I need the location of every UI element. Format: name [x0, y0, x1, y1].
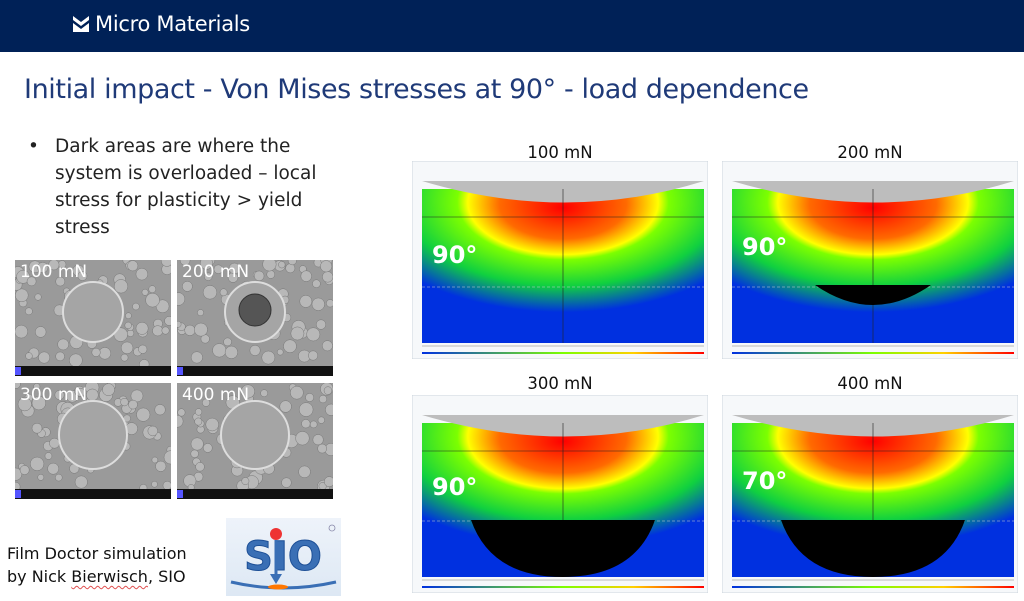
- angle-label: 90°: [742, 233, 788, 261]
- colorbar: [732, 586, 1014, 588]
- credit-name: Bierwisch: [71, 567, 148, 586]
- sem-image-200mn: 200 mN: [177, 260, 333, 376]
- sim-title-100mn: 100 mN: [527, 143, 593, 162]
- sem-label: 400 mN: [182, 385, 250, 405]
- sem-label: 300 mN: [20, 385, 88, 405]
- sem-image-300mn: 300 mN: [15, 383, 171, 499]
- credit-line-2: by Nick Bierwisch, SIO: [7, 565, 187, 588]
- sem-texture: [15, 260, 171, 376]
- overload-region: [471, 520, 655, 577]
- bullet-text: Dark areas are where the system is overl…: [55, 136, 317, 238]
- sem-texture: [177, 383, 333, 499]
- colorbar: [732, 352, 1014, 354]
- sio-logo: SIO: [226, 518, 341, 596]
- sem-texture: [177, 260, 333, 376]
- sim-title-400mn: 400 mN: [837, 374, 903, 393]
- bullet-dot-icon: •: [28, 136, 39, 157]
- sim-title-300mn: 300 mN: [527, 374, 593, 393]
- sem-image-100mn: 100 mN: [15, 260, 171, 376]
- angle-label: 70°: [742, 467, 788, 495]
- sem-label: 100 mN: [20, 262, 88, 282]
- micro-materials-logo-icon: [73, 16, 89, 32]
- credit-prefix: by Nick: [7, 567, 72, 586]
- header-bar: Micro Materials: [0, 0, 1024, 52]
- stress-map-200mn: 90°: [722, 161, 1018, 359]
- sem-texture: [15, 383, 171, 499]
- credit-suffix: , SIO: [147, 567, 186, 586]
- colorbar: [422, 586, 704, 588]
- angle-label: 90°: [432, 241, 478, 269]
- angle-label: 90°: [432, 473, 478, 501]
- sim-title-200mn: 200 mN: [837, 143, 903, 162]
- stress-map-300mn: 90°: [412, 395, 708, 593]
- overload-region: [815, 285, 931, 305]
- sem-image-400mn: 400 mN: [177, 383, 333, 499]
- stress-map-100mn: 90°: [412, 161, 708, 359]
- slide-title: Initial impact - Von Mises stresses at 9…: [24, 74, 809, 105]
- bullet-item: • Dark areas are where the system is ove…: [28, 133, 328, 241]
- sem-label: 200 mN: [182, 262, 250, 282]
- brand-logo: Micro Materials: [73, 12, 250, 36]
- colorbar: [422, 352, 704, 354]
- credit-line-1: Film Doctor simulation: [7, 544, 187, 563]
- stress-map-400mn: 70°: [722, 395, 1018, 593]
- svg-text:SIO: SIO: [244, 534, 322, 580]
- brand-name: Micro Materials: [95, 12, 250, 36]
- simulation-credit: Film Doctor simulation by Nick Bierwisch…: [7, 542, 187, 588]
- overload-region: [781, 520, 965, 577]
